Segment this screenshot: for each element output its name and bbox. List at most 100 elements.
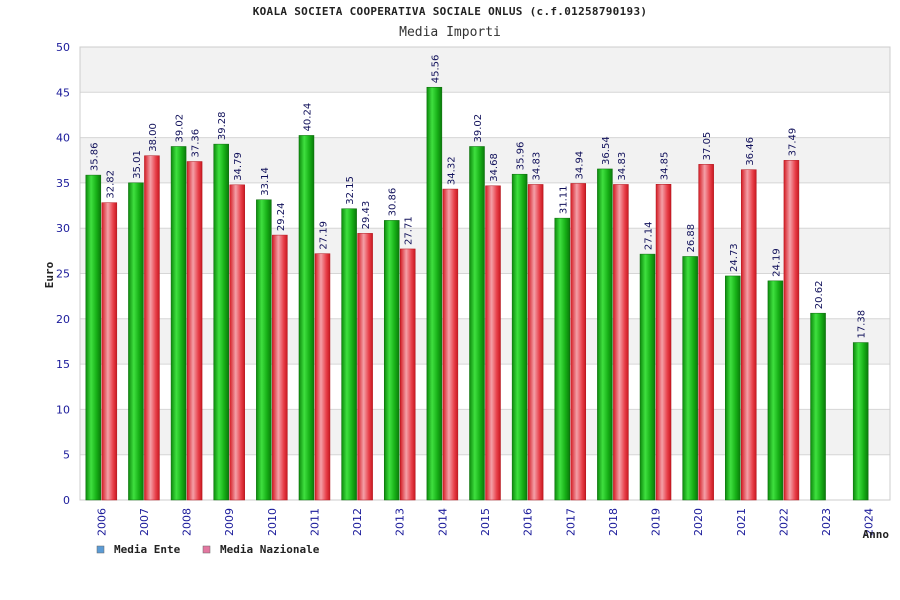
bar-media-ente	[298, 135, 315, 501]
bar-media-nazionale	[741, 169, 757, 501]
grid-band	[80, 92, 890, 138]
value-label: 35.86	[89, 142, 100, 171]
bar-media-ente	[469, 146, 485, 501]
value-label: 35.96	[516, 142, 527, 171]
bar-media-nazionale	[272, 234, 288, 501]
plot-border	[79, 46, 891, 501]
x-axis-label: Anno	[863, 528, 890, 541]
y-tick-label: 40	[56, 132, 70, 145]
bar-media-nazionale	[570, 183, 587, 501]
bar-media-ente	[341, 208, 357, 501]
value-label: 33.14	[260, 167, 271, 196]
value-label: 27.71	[404, 216, 415, 245]
value-label: 31.11	[558, 186, 569, 215]
bar-media-nazionale	[357, 233, 373, 501]
bar-media-nazionale	[314, 253, 331, 501]
bar-media-ente	[767, 280, 784, 501]
bar-media-ente	[85, 174, 102, 501]
y-tick-label: 35	[56, 177, 70, 190]
bar-media-ente	[426, 86, 443, 501]
value-label: 26.88	[686, 224, 697, 253]
value-label: 34.83	[617, 152, 628, 181]
value-label: 45.56	[430, 55, 441, 84]
bar-media-ente	[810, 312, 826, 501]
y-tick-label: 50	[56, 41, 70, 54]
value-label: 27.19	[318, 221, 329, 250]
value-label: 24.19	[771, 248, 782, 277]
y-tick-label: 30	[56, 222, 70, 235]
value-label: 34.68	[489, 153, 500, 182]
y-tick-label: 0	[63, 494, 70, 507]
value-label: 29.24	[276, 202, 287, 231]
value-labels: 35.86 35.01 39.02 39.28 33.14 40.24 32.15 30.86…	[89, 55, 867, 339]
y-axis-label: Euro	[43, 261, 56, 288]
bar-media-nazionale	[144, 155, 160, 501]
y-tick-label: 5	[63, 449, 70, 462]
x-tick-label: 2008	[181, 508, 194, 536]
bars	[85, 86, 869, 501]
y-axis: 0 5 10 15 20 25 30 35 40 45 50	[56, 41, 70, 507]
value-label: 36.46	[745, 137, 756, 166]
value-label: 39.28	[217, 111, 228, 140]
x-tick-label: 2007	[138, 508, 151, 536]
legend-label: Media Ente	[114, 543, 181, 556]
x-tick-label: 2013	[394, 508, 407, 536]
value-label: 34.32	[446, 156, 457, 185]
bar-media-ente	[554, 217, 571, 501]
value-label: 20.62	[814, 281, 825, 310]
legend: Media Ente Media Nazionale	[96, 543, 320, 556]
value-label: 34.94	[574, 151, 585, 180]
value-label: 32.82	[105, 170, 116, 199]
x-tick-label: 2019	[650, 508, 663, 536]
value-label: 17.38	[857, 310, 868, 339]
bar-media-ente	[213, 143, 229, 501]
value-label: 38.00	[148, 123, 159, 152]
bar-media-nazionale	[442, 188, 459, 501]
x-tick-label: 2010	[266, 508, 279, 536]
bar-media-ente	[725, 275, 741, 501]
value-label: 39.02	[473, 114, 484, 143]
value-label: 35.01	[132, 150, 143, 179]
bar-media-nazionale	[485, 185, 501, 501]
value-label: 34.79	[233, 152, 244, 181]
bar-media-ente	[682, 256, 698, 501]
value-label: 39.02	[175, 114, 186, 143]
grid-band	[80, 47, 890, 93]
x-tick-label: 2014	[436, 508, 449, 536]
chart-subtitle: Media Importi	[399, 25, 501, 40]
bar-media-ente	[128, 182, 144, 501]
x-tick-label: 2016	[522, 508, 535, 536]
legend-swatch	[96, 545, 105, 554]
chart-title: KOALA SOCIETA COOPERATIVA SOCIALE ONLUS …	[252, 5, 648, 18]
value-label: 34.83	[532, 152, 543, 181]
value-label: 34.85	[660, 152, 671, 181]
y-tick-label: 10	[56, 403, 70, 416]
x-tick-label: 2023	[820, 508, 833, 536]
bar-media-nazionale	[229, 184, 245, 501]
bar-media-nazionale	[698, 164, 714, 501]
bar-media-nazionale	[783, 160, 800, 501]
value-label: 29.43	[361, 201, 372, 230]
bar-media-ente	[383, 220, 400, 501]
x-tick-label: 2011	[308, 508, 321, 536]
x-tick-label: 2020	[692, 508, 705, 536]
value-label: 30.86	[388, 188, 399, 217]
x-axis: 2006 2007 2008 2009 2010 2011 2012 2013 2014 2015…	[95, 508, 875, 536]
value-label: 24.73	[729, 243, 740, 272]
value-label: 37.05	[702, 132, 713, 161]
x-tick-label: 2017	[564, 508, 577, 536]
value-label: 37.36	[191, 129, 202, 158]
x-tick-label: 2018	[607, 508, 620, 536]
legend-swatch	[202, 545, 211, 554]
bar-media-nazionale	[186, 161, 203, 501]
bar-media-nazionale	[655, 184, 672, 501]
x-tick-label: 2021	[735, 508, 748, 536]
bar-media-nazionale	[613, 184, 629, 501]
bar-media-ente	[256, 199, 272, 501]
value-label: 37.49	[787, 128, 798, 157]
value-label: 36.54	[601, 136, 612, 165]
bar-media-nazionale	[399, 248, 416, 501]
x-tick-label: 2006	[95, 508, 108, 536]
x-tick-label: 2022	[777, 508, 790, 536]
